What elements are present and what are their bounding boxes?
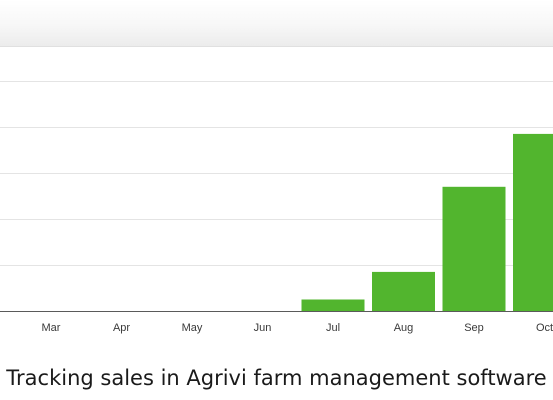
x-tick-labels: Mar Apr May Jun Jul Aug Sep Oct bbox=[42, 322, 553, 334]
chart-toolbar-band bbox=[0, 0, 553, 47]
tick-label-sep: Sep bbox=[464, 322, 484, 334]
tick-label-mar: Mar bbox=[42, 322, 61, 334]
bar-sep[interactable] bbox=[442, 186, 506, 311]
bars bbox=[301, 133, 553, 312]
tick-label-jul: Jul bbox=[326, 322, 340, 334]
figure-caption: Tracking sales in Agrivi farm management… bbox=[6, 366, 547, 390]
tick-label-may: May bbox=[182, 322, 203, 334]
tick-label-aug: Aug bbox=[394, 322, 414, 334]
tick-label-oct: Oct bbox=[536, 322, 553, 334]
tick-label-jun: Jun bbox=[254, 322, 272, 334]
bar-jul[interactable] bbox=[301, 299, 365, 312]
tick-label-apr: Apr bbox=[113, 322, 130, 334]
bar-oct[interactable] bbox=[513, 133, 553, 311]
bar-aug[interactable] bbox=[372, 271, 435, 311]
